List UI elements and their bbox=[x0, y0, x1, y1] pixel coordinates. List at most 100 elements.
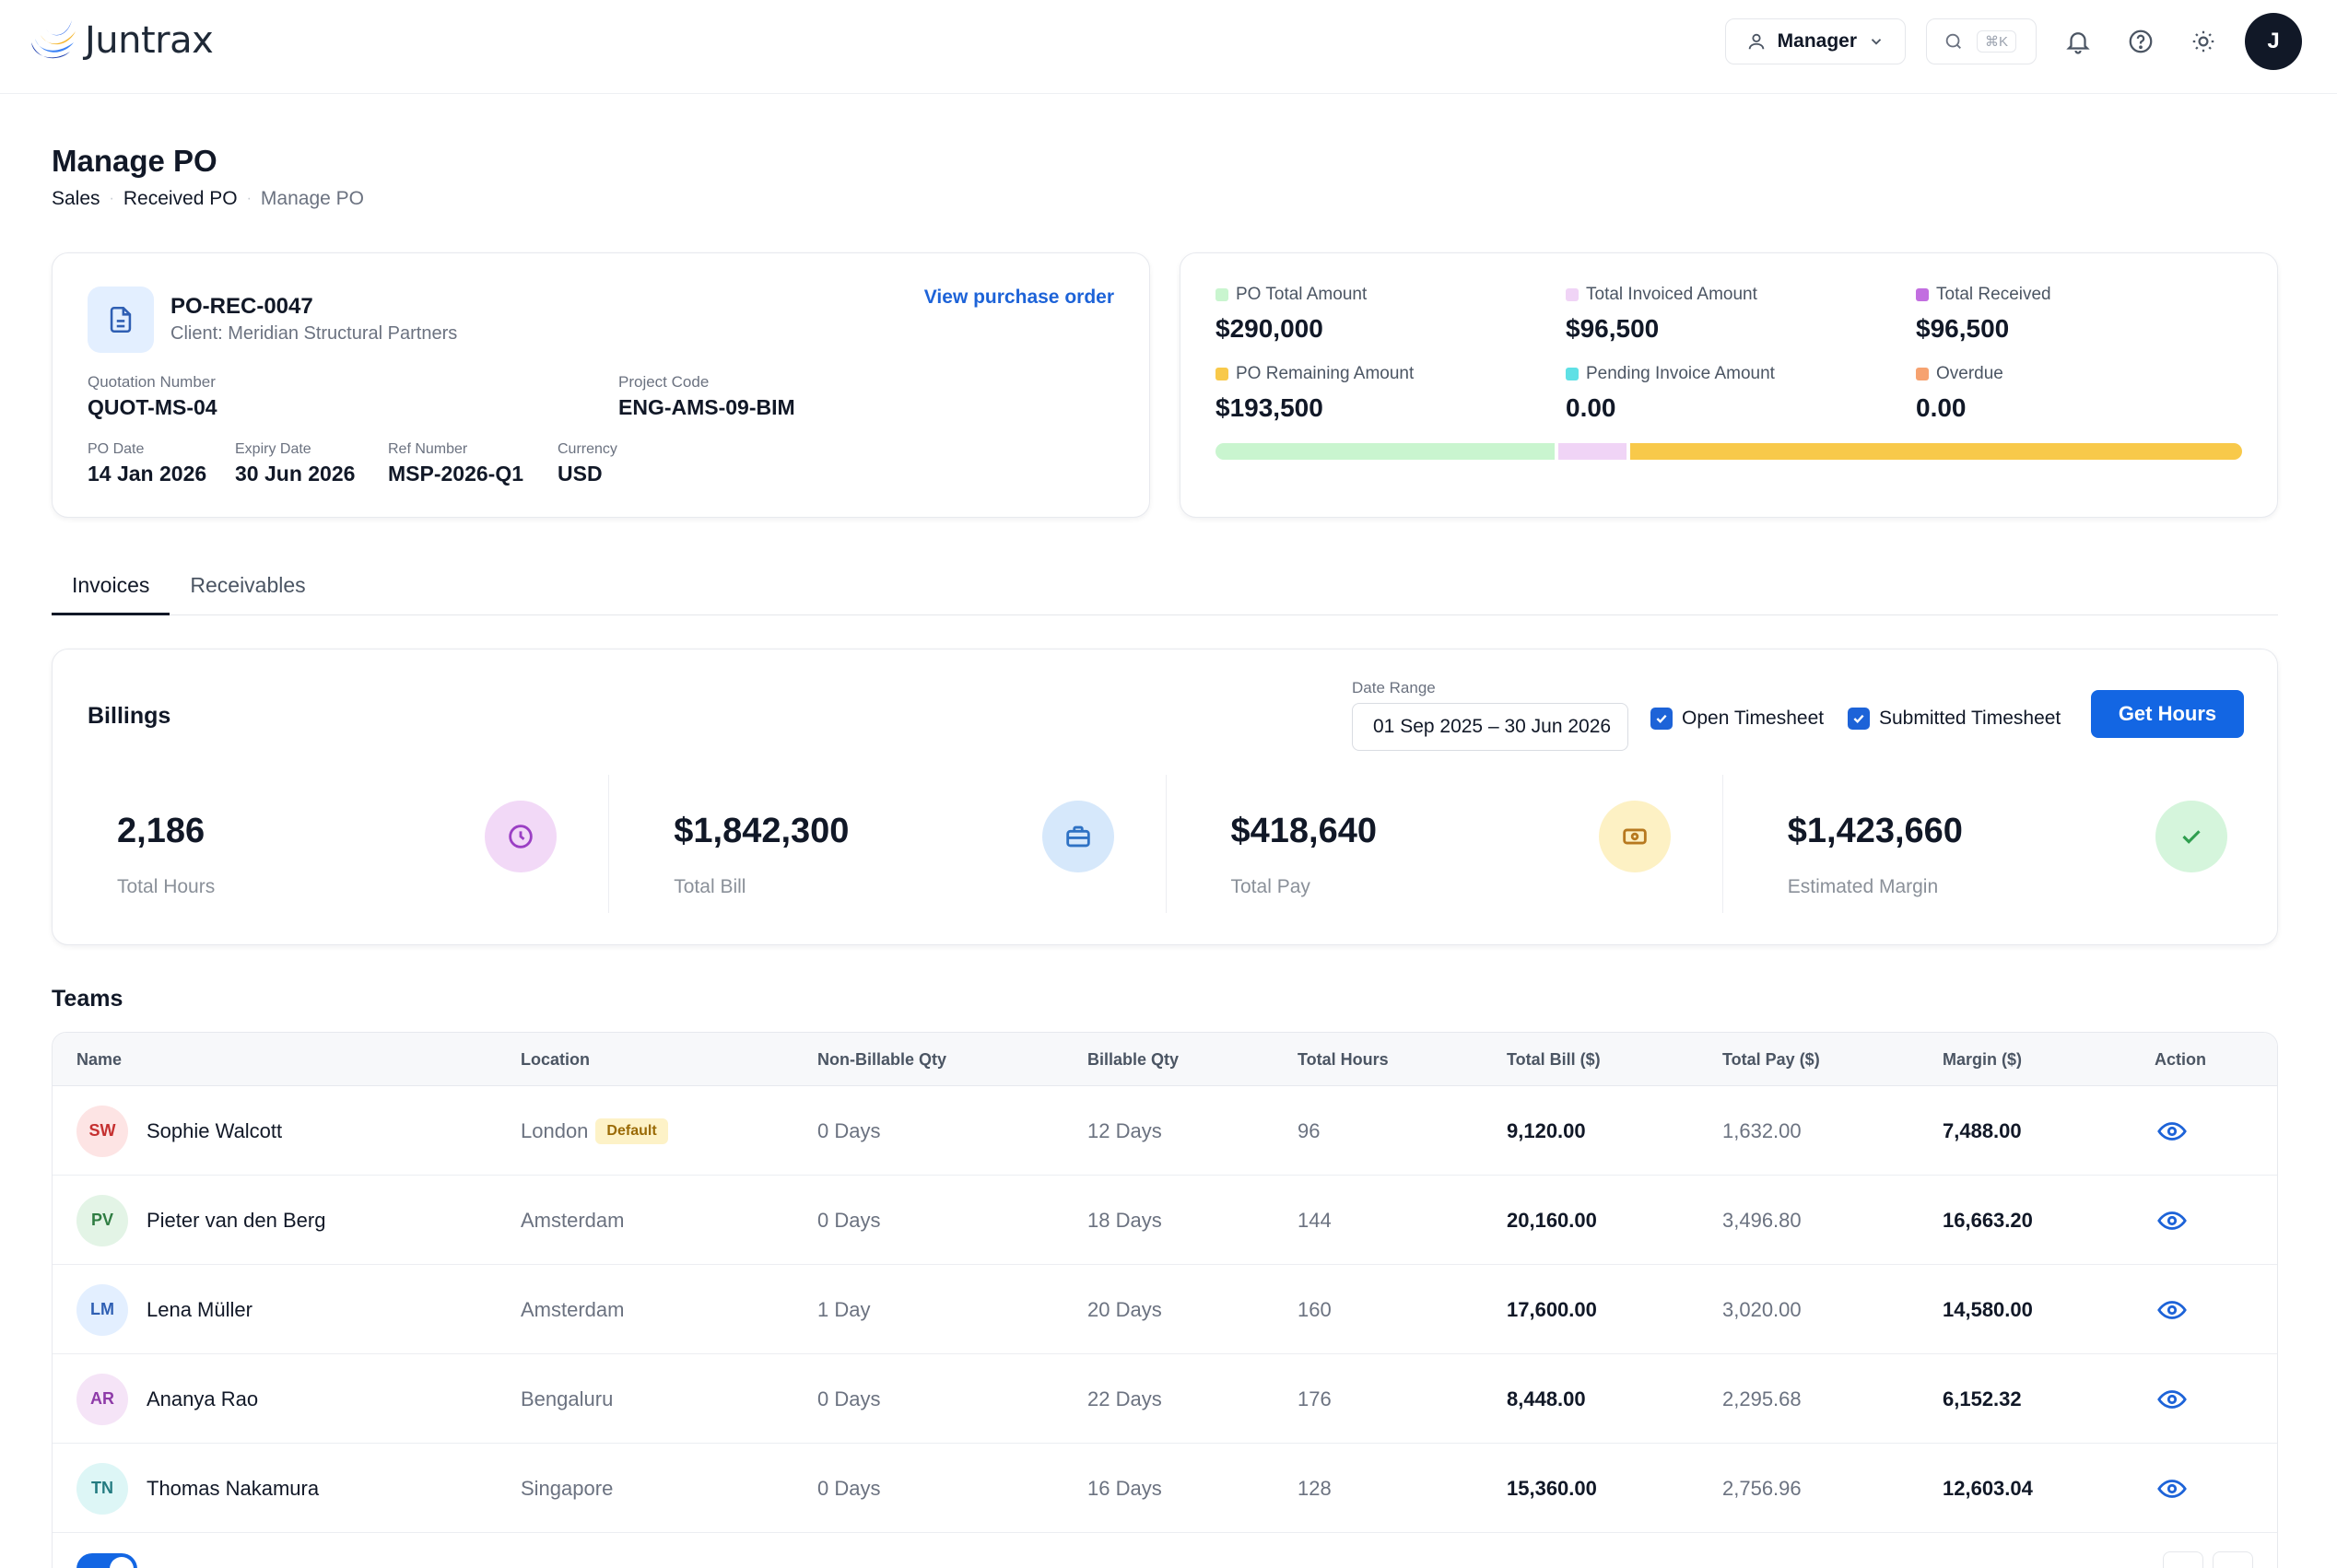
table-row[interactable]: PV Pieter van den Berg Amsterdam 0 Days 18 D… bbox=[53, 1176, 2277, 1265]
col-total-pay[interactable]: Total Pay ($) bbox=[1722, 1050, 1820, 1069]
cash-icon bbox=[1598, 801, 1671, 872]
billings-title: Billings bbox=[88, 703, 171, 729]
breadcrumb-received-po[interactable]: Received PO bbox=[123, 188, 238, 209]
stat-label: Total Pay bbox=[1230, 876, 1310, 897]
legend-swatch bbox=[1215, 368, 1228, 380]
teams-title: Teams bbox=[52, 986, 123, 1012]
cell-action bbox=[2156, 1354, 2188, 1444]
cell-name: AR Ananya Rao bbox=[76, 1354, 258, 1444]
user-avatar[interactable]: J bbox=[2245, 13, 2302, 70]
table-row[interactable]: SW Sophie Walcott London Default 0 Days 12 Da… bbox=[53, 1086, 2277, 1176]
cell-non-billable: 0 Days bbox=[817, 1476, 881, 1500]
cell-total-bill: 20,160.00 bbox=[1507, 1208, 1597, 1232]
tab-invoices[interactable]: Invoices bbox=[52, 564, 170, 615]
member-avatar: LM bbox=[76, 1283, 128, 1336]
view-purchase-order-link[interactable]: View purchase order bbox=[923, 287, 1114, 308]
cell-location: London Default bbox=[521, 1086, 668, 1176]
pagination bbox=[2163, 1551, 2253, 1568]
member-avatar: AR bbox=[76, 1373, 128, 1425]
summary-value: 0.00 bbox=[1916, 393, 1967, 422]
summary-po-remaining: PO Remaining Amount $193,500 bbox=[1215, 364, 1414, 423]
cell-name: SW Sophie Walcott bbox=[76, 1086, 282, 1176]
cell-location: Amsterdam bbox=[521, 1265, 624, 1354]
eye-icon[interactable] bbox=[2156, 1384, 2188, 1415]
col-name[interactable]: Name bbox=[76, 1050, 123, 1069]
cell-name: LM Lena Müller bbox=[76, 1265, 252, 1354]
stat-total-pay: $418,640 Total Pay bbox=[1165, 775, 1722, 913]
legend-swatch bbox=[1916, 368, 1929, 380]
table-row[interactable]: TN Thomas Nakamura Singapore 0 Days 16 Days 1… bbox=[53, 1444, 2277, 1533]
member-name: Pieter van den Berg bbox=[147, 1208, 326, 1232]
cell-billable: 20 Days bbox=[1087, 1297, 1162, 1321]
summary-total-invoiced: Total Invoiced Amount $96,500 bbox=[1566, 285, 1757, 344]
global-search-button[interactable]: ⌘K bbox=[1926, 18, 2037, 64]
col-margin[interactable]: Margin ($) bbox=[1943, 1050, 2023, 1069]
theme-toggle-button[interactable] bbox=[2182, 20, 2225, 63]
member-avatar: PV bbox=[76, 1194, 128, 1246]
summary-label: Total Received bbox=[1936, 285, 2051, 304]
cell-margin: 16,663.20 bbox=[1943, 1208, 2033, 1232]
get-hours-button[interactable]: Get Hours bbox=[2091, 690, 2244, 738]
brand-logo-icon bbox=[31, 20, 76, 59]
summary-label: PO Remaining Amount bbox=[1236, 364, 1415, 383]
location-text: Amsterdam bbox=[521, 1208, 625, 1232]
user-icon bbox=[1748, 33, 1764, 50]
brand-logo[interactable]: Juntrax bbox=[26, 15, 214, 66]
col-billable[interactable]: Billable Qty bbox=[1087, 1050, 1180, 1069]
bell-icon bbox=[2066, 32, 2090, 54]
cell-name: PV Pieter van den Berg bbox=[76, 1176, 325, 1265]
prev-page-button[interactable] bbox=[2163, 1551, 2203, 1568]
table-body: SW Sophie Walcott London Default 0 Days 12 Da… bbox=[53, 1086, 2277, 1533]
member-name: Thomas Nakamura bbox=[147, 1476, 320, 1500]
po-date-field: PO Date 14 Jan 2026 bbox=[88, 441, 206, 486]
quotation-number-label: Quotation Number bbox=[88, 373, 216, 391]
quotation-number-field: Quotation Number QUOT-MS-04 bbox=[88, 373, 217, 420]
po-amount-progress-bar bbox=[1215, 443, 2242, 460]
cell-total-hours: 144 bbox=[1298, 1208, 1332, 1232]
cell-total-hours: 128 bbox=[1298, 1476, 1332, 1500]
tab-receivables[interactable]: Receivables bbox=[190, 573, 306, 597]
open-timesheet-checkbox[interactable]: Open Timesheet bbox=[1650, 703, 1824, 734]
role-label: Manager bbox=[1777, 30, 1857, 52]
eye-icon[interactable] bbox=[2156, 1205, 2188, 1236]
po-details-card: PO-REC-0047 Client: Meridian Structural … bbox=[52, 252, 1150, 518]
summary-value: $96,500 bbox=[1566, 314, 1660, 343]
breadcrumb-sales[interactable]: Sales bbox=[52, 188, 100, 209]
project-code-field: Project Code ENG-AMS-09-BIM bbox=[618, 373, 795, 420]
summary-po-total: PO Total Amount $290,000 bbox=[1215, 285, 1367, 344]
cell-total-bill: 8,448.00 bbox=[1507, 1387, 1586, 1410]
notifications-button[interactable] bbox=[2057, 20, 2099, 63]
table-header: Name Location Non-Billable Qty Billable … bbox=[53, 1033, 2277, 1086]
checkbox-checked-icon bbox=[1650, 708, 1673, 730]
breadcrumb-separator: · bbox=[109, 191, 114, 206]
summary-label: Overdue bbox=[1936, 364, 2003, 383]
eye-icon[interactable] bbox=[2156, 1294, 2188, 1326]
cell-total-hours: 96 bbox=[1298, 1118, 1321, 1142]
table-row[interactable]: LM Lena Müller Amsterdam 1 Day 20 Days 160 17,… bbox=[53, 1265, 2277, 1354]
role-switcher-button[interactable]: Manager bbox=[1724, 18, 1906, 64]
help-circle-icon bbox=[2129, 29, 2153, 53]
expiry-date-field: Expiry Date 30 Jun 2026 bbox=[235, 441, 355, 486]
date-range-input[interactable]: 01 Sep 2025 – 30 Jun 2026 bbox=[1352, 703, 1628, 751]
col-total-hours[interactable]: Total Hours bbox=[1298, 1050, 1389, 1069]
col-total-bill[interactable]: Total Bill ($) bbox=[1507, 1050, 1601, 1069]
next-page-button[interactable] bbox=[2213, 1551, 2253, 1568]
po-amount-summary-card: PO Total Amount $290,000 Total Invoiced … bbox=[1180, 252, 2278, 518]
col-non-billable[interactable]: Non-Billable Qty bbox=[817, 1050, 947, 1069]
cell-total-pay: 3,020.00 bbox=[1722, 1297, 1802, 1321]
eye-icon[interactable] bbox=[2156, 1116, 2188, 1147]
col-location[interactable]: Location bbox=[521, 1050, 590, 1069]
help-button[interactable] bbox=[2120, 20, 2162, 63]
view-toggle-switch[interactable] bbox=[76, 1553, 137, 1568]
page-title: Manage PO bbox=[52, 144, 217, 178]
eye-icon[interactable] bbox=[2156, 1473, 2188, 1504]
chevron-down-icon bbox=[1871, 39, 1882, 45]
currency-value: USD bbox=[558, 462, 603, 486]
table-row[interactable]: AR Ananya Rao Bengaluru 0 Days 22 Days 176 8,4… bbox=[53, 1354, 2277, 1444]
clock-icon bbox=[485, 801, 558, 872]
cell-location: Singapore bbox=[521, 1444, 613, 1533]
cell-total-hours: 176 bbox=[1298, 1387, 1332, 1410]
stat-label: Total Bill bbox=[674, 876, 746, 897]
open-timesheet-label: Open Timesheet bbox=[1682, 708, 1825, 729]
submitted-timesheet-checkbox[interactable]: Submitted Timesheet bbox=[1848, 703, 2061, 734]
